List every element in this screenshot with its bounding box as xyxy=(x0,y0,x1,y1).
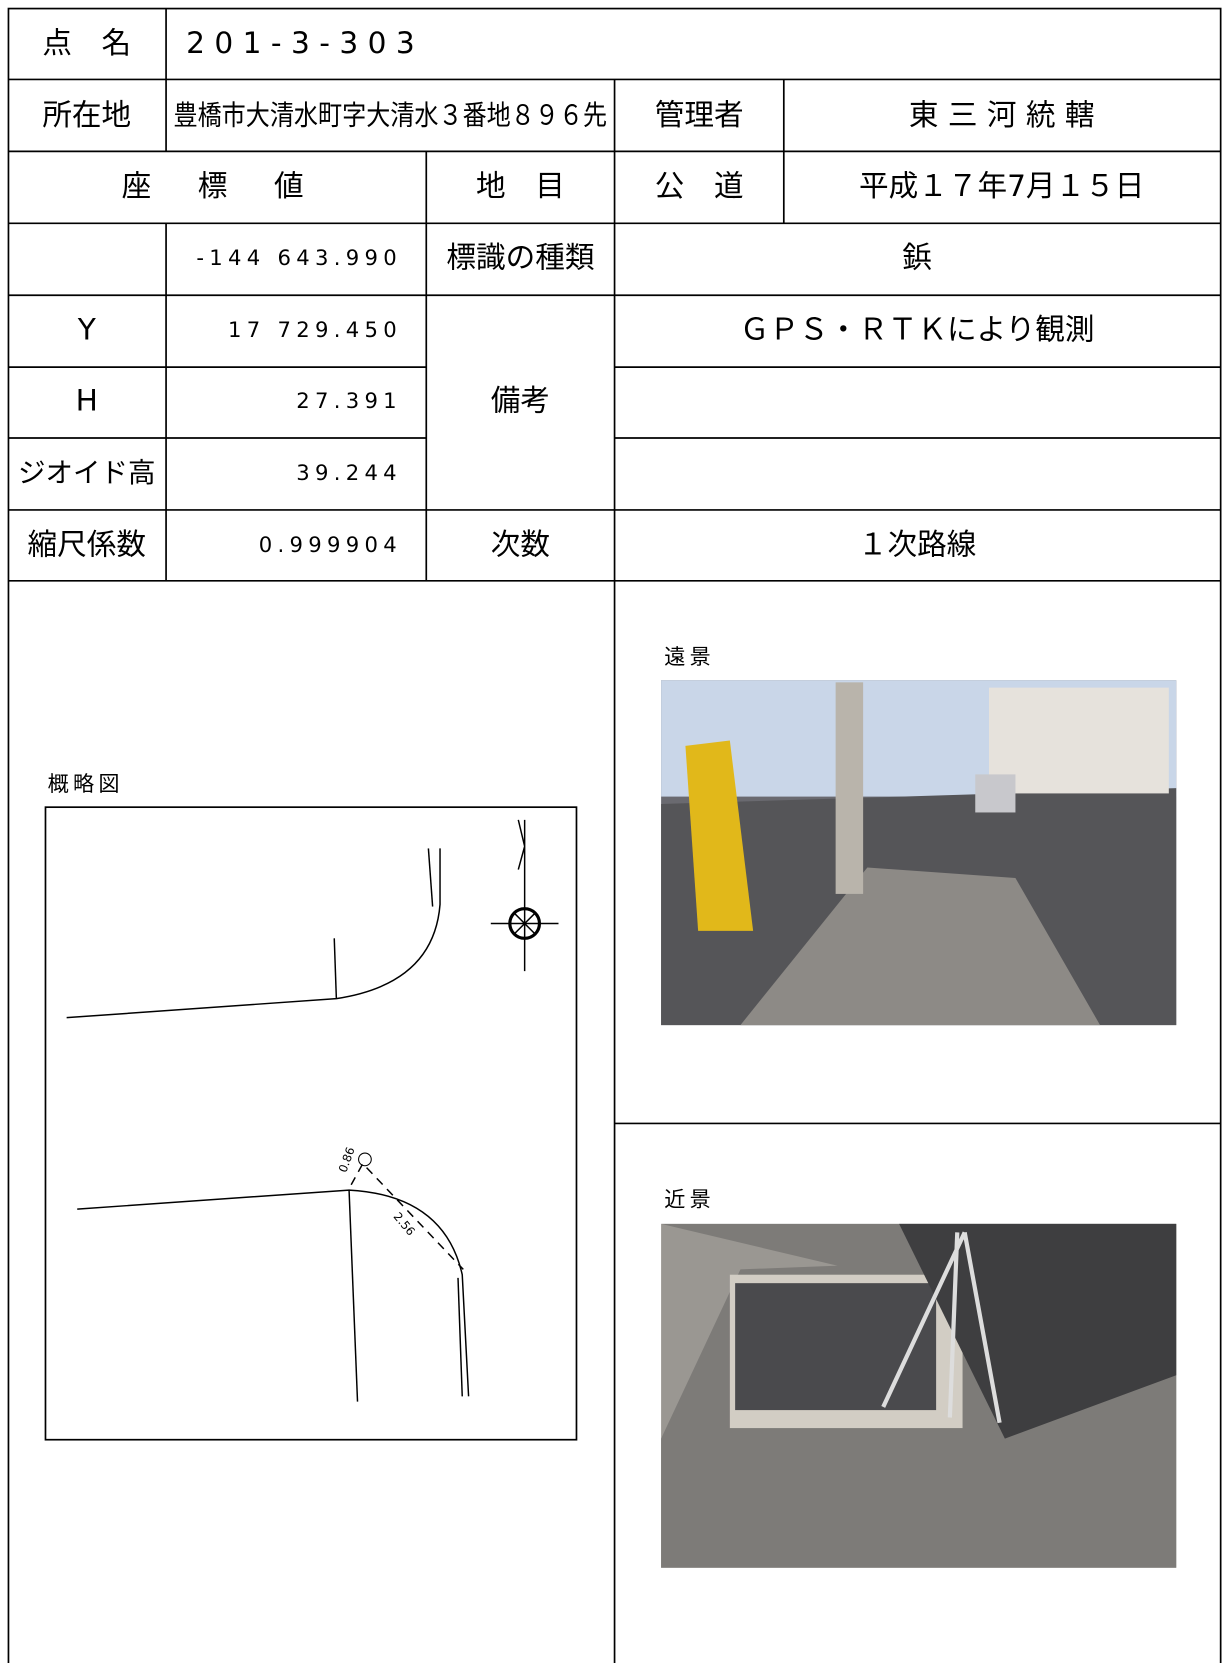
table-grid xyxy=(7,7,1222,1663)
address: 豊橋市大清水町字大清水３番地８９６先 xyxy=(173,99,607,131)
section-label: 概略図 xyxy=(48,771,124,796)
remark: ＧＰＳ・ＲＴＫにより観測 xyxy=(740,313,1095,347)
label: 縮尺係数 xyxy=(28,527,146,561)
date: 平成１７年7月１５日 xyxy=(859,169,1144,203)
scale-value: 0.999904 xyxy=(259,532,402,557)
road-edge xyxy=(66,848,441,1019)
label: 次数 xyxy=(491,527,550,561)
label: 標識の種類 xyxy=(446,241,594,275)
label: Y xyxy=(77,313,97,347)
label: 備考 xyxy=(491,384,550,418)
road-edge xyxy=(457,1277,463,1397)
order: １次路線 xyxy=(858,527,976,561)
dimension: 0.86 xyxy=(336,1145,358,1174)
manager: 東 三 河 統 轄 xyxy=(909,98,1095,132)
road-edge xyxy=(333,938,338,999)
section-label: 近景 xyxy=(664,1187,715,1212)
label: 所在地 xyxy=(42,98,131,132)
measure-line xyxy=(350,1162,464,1270)
dimension: 2.56 xyxy=(391,1210,418,1239)
near-photo xyxy=(661,1223,1177,1568)
border xyxy=(7,7,1222,1663)
sketch-frame xyxy=(44,806,578,1441)
far-photo xyxy=(661,680,1177,1026)
h-value: 27.391 xyxy=(296,388,402,413)
marker-type: 鋲 xyxy=(902,241,932,275)
label: ジオイド高 xyxy=(18,457,156,489)
point-name: 2 0 1 - 3 - 3 0 3 xyxy=(186,26,415,60)
road-edge xyxy=(427,848,434,907)
section-label: 遠景 xyxy=(664,644,715,669)
label: 座 標 値 xyxy=(122,169,312,203)
label: 点 名 xyxy=(42,26,131,60)
point-marker xyxy=(358,1152,372,1167)
y-value: 17 729.450 xyxy=(228,317,402,342)
road-edge xyxy=(348,1190,359,1402)
label: 地 目 xyxy=(476,169,565,203)
x-value: -144 643.990 xyxy=(196,245,402,270)
label: 管理者 xyxy=(655,98,744,132)
sketch: 0.86 2.56 xyxy=(44,806,578,1441)
land-type: 公 道 xyxy=(655,169,744,203)
geoid-value: 39.244 xyxy=(296,460,402,485)
label: H xyxy=(76,384,98,418)
north-arrow xyxy=(490,819,559,972)
